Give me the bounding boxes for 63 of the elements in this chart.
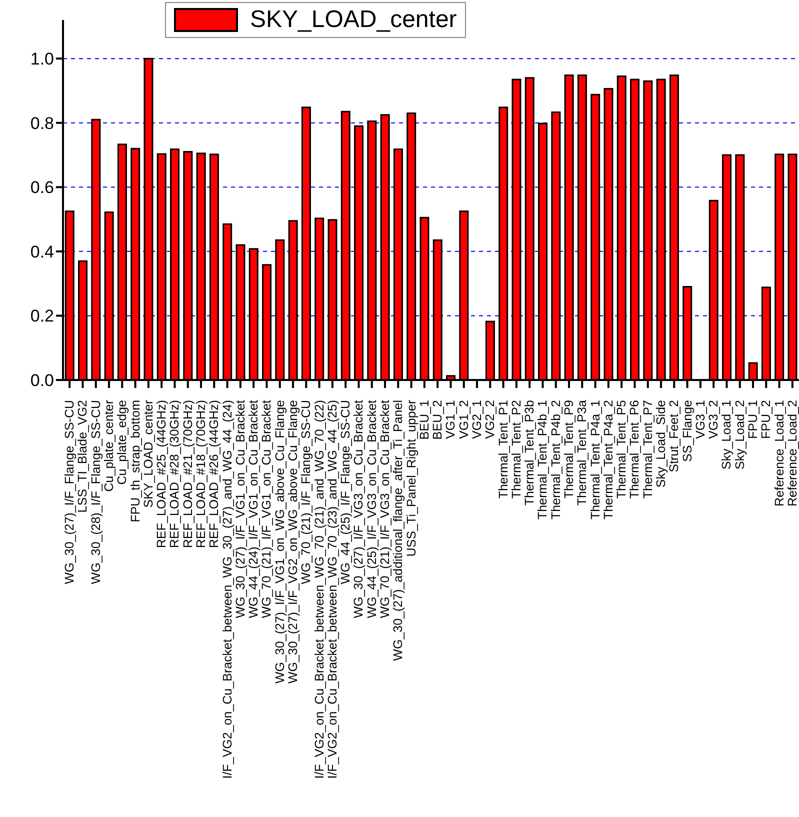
x-tick-label: Thermal_Tent_P4a_2 (601, 400, 616, 520)
x-tick-label: Cu_plate_center (102, 400, 116, 492)
x-tick-label: FPU_2 (759, 400, 774, 439)
x-tick-label: USS_Ti_Panel_Right_upper (404, 400, 418, 557)
x-tick-label: REF_LOAD_#21_(70GHz) (180, 400, 195, 548)
x-tick-label: WG_44_(24)_I/F_VG1_on_Cu_Bracket (246, 399, 261, 618)
x-tick-label: FPU_1 (746, 400, 760, 439)
x-tick-label: BEU_1 (417, 400, 432, 440)
y-tick-label: 0.0 (30, 371, 54, 390)
x-tick-label: Sky_Load_1 (720, 400, 734, 470)
x-tick-label: Sky_Load_2 (732, 400, 747, 470)
y-tick-label: 1.0 (30, 50, 54, 69)
x-tick-label: WG_44_(25)_I/F_Flange_SS-CU (338, 400, 353, 584)
x-tick-label: I/F_VG2_on_Cu_Bracket_between_WG_70_(23)_and_WG_44_(25) (325, 400, 340, 779)
x-tick-label: Thermal_Tent_P1 (496, 400, 510, 499)
x-tick-label: VG3_1 (693, 400, 708, 439)
x-tick-label: Reference_Load_1 (772, 400, 786, 506)
x-tick-label: WG_70_(21)_I/F_VG1_on_Cu_Bracket (260, 399, 274, 618)
x-tick-label: Strut_Feet_2 (667, 400, 682, 472)
x-tick-label: Reference_Load_2 (785, 400, 799, 506)
x-tick-label: REF_LOAD_#25_(44GHz) (154, 400, 169, 548)
x-tick-label: FPU_th_strap_bottom (128, 400, 142, 522)
x-tick-label: BEU_2 (430, 400, 445, 440)
x-tick-label: Thermal_Tent_P3a (575, 400, 590, 506)
x-tick-label: WG_30_(27)_additional_flange_after_Ti_Panel (391, 400, 406, 661)
x-tick-label: WG_44_(25)_I/F_VG3_on_Cu_Bracket (364, 399, 379, 618)
x-tick-label: I/F_VG2_on_Cu_Bracket_between_WG_70_(21)_and_WG_70_(22) (312, 400, 326, 779)
x-tick-label: Thermal_Tent_P2 (509, 400, 524, 499)
x-tick-label: Thermal_Tent_P4a_1 (588, 400, 602, 520)
x-tick-label: VG3_2 (706, 400, 721, 439)
x-tick-label: Thermal_Tent_P9 (562, 400, 576, 499)
y-tick-label: 0.6 (30, 178, 54, 198)
x-tick-label: LSS_TI_Blade_VG2 (76, 400, 90, 513)
x-tick-label: Thermal_Tent_P5 (614, 400, 629, 499)
x-tick-label: I/F_VG2_on_Cu_Bracket_between_WG_30_(27)_and_WG_44_(24) (220, 400, 234, 779)
x-tick-label: WG_30_(27)_I/F_Flange_SS-CU (62, 400, 77, 584)
y-tick-label: 0.2 (30, 306, 54, 326)
x-tick-label: WG_30_(27)_I/F_VG1_on_Cu_Bracket (233, 399, 248, 618)
x-tick-label: Sky_Load_Side (654, 400, 668, 488)
x-tick-label: WG_30_(27)_I/F_VG1_on_WG_above_Cu_Flange (272, 400, 287, 684)
x-tick-label: VG2_1 (470, 400, 484, 439)
x-tick-label: WG_70_(21)_I/F_Flange_SS-CU (299, 400, 314, 584)
x-tick-label: WG_30_(28)_I/F_Flange_SS-CU (88, 400, 103, 584)
x-tick-label: REF_LOAD_#26_(44GHz) (207, 400, 222, 548)
x-tick-label: SKY_LOAD_center (141, 400, 156, 508)
x-tick-label: Thermal_Tent_P6 (628, 400, 642, 499)
y-tick-label: 0.8 (30, 114, 54, 133)
x-tick-label: VG2_2 (483, 400, 498, 439)
x-tick-label: Thermal_Tent_P3b (522, 400, 537, 506)
y-tick-label: 0.4 (30, 242, 54, 262)
x-tick-label: SS_Flange (680, 400, 694, 462)
x-tick-label: REF_LOAD_#18_(70GHz) (194, 400, 208, 548)
x-tick-label: REF_LOAD_#28_(30GHz) (168, 400, 182, 548)
x-tick-label: Thermal_Tent_P4b_1 (536, 400, 550, 520)
x-tick-label: WG_30_(27)_I/F_VG3_on_Cu_Bracket (352, 399, 366, 618)
x-tick-label: VG1_2 (456, 400, 471, 439)
x-tick-label: Thermal_Tent_P7 (640, 400, 655, 499)
x-tick-label: VG1_1 (444, 400, 458, 439)
x-tick-label: WG_70_(21)_I/F_VG3_on_Cu_Bracket (378, 399, 392, 618)
legend-label: SKY_LOAD_center (250, 6, 457, 34)
x-tick-label: Thermal_Tent_P4b_2 (548, 400, 563, 520)
x-tick-label: WG_30_(27)_I/F_VG2_on_WG_above_Cu_Flange (286, 400, 300, 684)
x-tick-label: Cu_plate_edge (115, 400, 130, 485)
